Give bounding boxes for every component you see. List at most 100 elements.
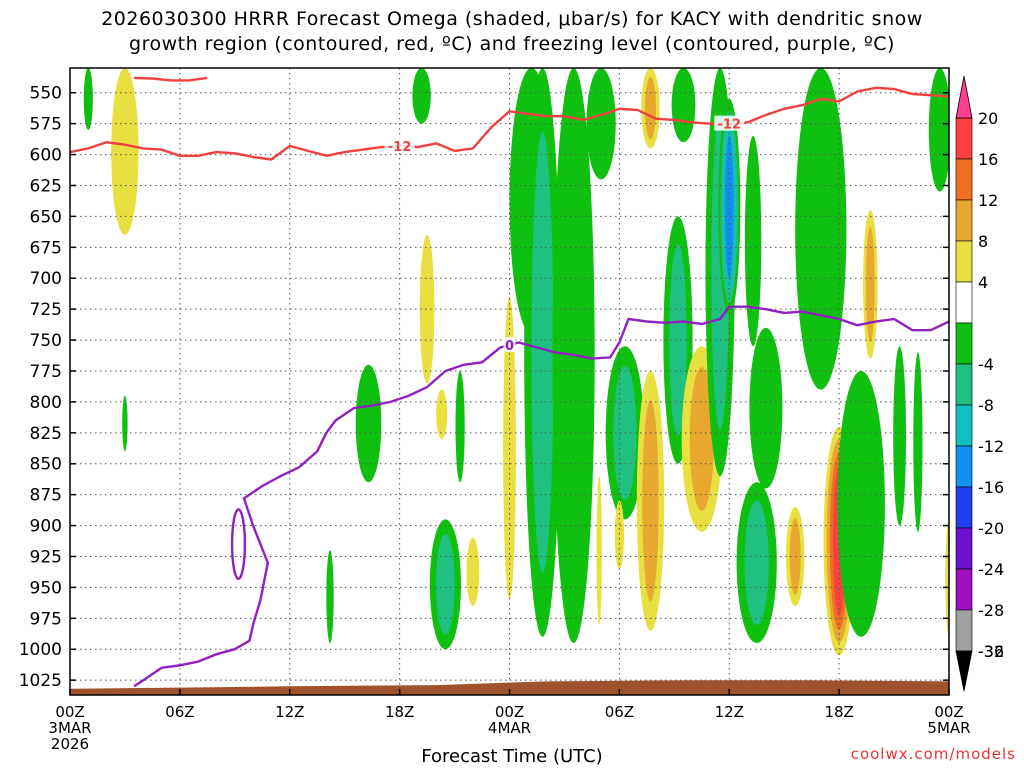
colorbar-label-5: -4 [978, 355, 994, 374]
omega-neg-cell-8-level-1 [436, 534, 455, 635]
omega-pos-cell-10-level-0 [466, 537, 480, 606]
colorbar-label-3: 8 [978, 232, 988, 251]
y-tick-label-550: 550 [30, 84, 62, 104]
colorbar-label-9: -20 [978, 519, 1004, 538]
x-tick-label-30: 06Z [605, 703, 634, 721]
y-tick-label-800: 800 [30, 393, 62, 413]
y-tick-label-925: 925 [30, 547, 62, 567]
colorbar-label-2: 12 [978, 191, 998, 210]
omega-neg-cell-13-level-1 [531, 132, 554, 573]
omega-neg-cell-22-level-0 [671, 68, 696, 143]
x-tick-date-48: 5MAR [927, 719, 970, 737]
x-tick-label-36: 12Z [715, 703, 744, 721]
colorbar-bin-4 [955, 281, 973, 324]
omega-shading-layer [83, 68, 949, 656]
colorbar-bin-8 [955, 445, 973, 488]
dgz-upper-contour [134, 76, 208, 82]
colorbar-bin-0 [955, 117, 973, 160]
dgz-minus12-contour [70, 86, 949, 161]
colorbar-lower-arrow [955, 650, 973, 692]
credit-text: coolwx.com/models [850, 745, 1016, 763]
colorbar-upper-arrow [955, 75, 973, 119]
dgz-label-bg-0 [384, 137, 415, 153]
colorbar-label-1: 16 [978, 150, 998, 169]
y-tick-label-725: 725 [30, 300, 62, 320]
axes-layer: 550 575 600 625 650 675 700 725 750 775 800 825 850 8… [19, 67, 971, 753]
y-tick-label-575: 575 [30, 115, 62, 135]
x-tick-date-0: 3MAR [48, 719, 91, 737]
y-tick-label-775: 775 [30, 362, 62, 382]
x-tick-year-0: 2026 [51, 735, 89, 753]
colorbar-label-11: -28 [978, 601, 1004, 620]
omega-pos-cell-19-level-1 [645, 77, 656, 140]
omega-pos-cell-23-level-1 [689, 367, 714, 511]
x-tick-label-0: 00Z [55, 703, 84, 721]
colorbar-label-13: -36 [978, 642, 1004, 661]
omega-neg-cell-25-level-3 [724, 135, 734, 279]
omega-neg-cell-0-level-0 [83, 68, 93, 130]
y-tick-label-650: 650 [30, 207, 62, 227]
y-tick-label-900: 900 [30, 517, 62, 537]
omega-pos-cell-16-level-0 [596, 476, 602, 625]
y-tick-label-825: 825 [30, 424, 62, 444]
x-tick-label-42: 18Z [824, 703, 853, 721]
contour-layer: -12 -12 0 [70, 76, 949, 688]
omega-neg-cell-35-level-0 [913, 352, 923, 532]
omega-neg-cell-21-level-1 [669, 244, 687, 436]
colorbar-bin-1 [955, 158, 973, 201]
y-tick-label-700: 700 [30, 269, 62, 289]
x-tick-date-24: 4MAR [488, 719, 531, 737]
omega-pos-cell-20-level-1 [642, 400, 659, 602]
freezing-level-loop [230, 508, 247, 580]
y-tick-label-1025: 1025 [19, 671, 62, 691]
dgz-contour-label-0: -12 [388, 140, 412, 155]
omega-pos-cell-32-level-1 [865, 226, 875, 342]
omega-pos-cell-1-level-0 [111, 68, 139, 235]
y-tick-label-950: 950 [30, 578, 62, 598]
y-tick-label-850: 850 [30, 455, 62, 475]
omega-neg-cell-28-level-1 [744, 500, 769, 625]
x-tick-label-12: 12Z [275, 703, 304, 721]
y-tick-label-600: 600 [30, 146, 62, 166]
colorbar-label-12: -32 [978, 642, 1004, 661]
colorbar-label-7: -12 [978, 437, 1004, 456]
colorbar-label-6: -8 [978, 396, 994, 415]
omega-neg-cell-30-level-0 [795, 68, 847, 390]
x-tick-label-24: 00Z [495, 703, 524, 721]
colorbar-bin-6 [955, 363, 973, 406]
omega-neg-cell-2-level-0 [122, 395, 128, 452]
omega-pos-cell-37-level-0 [945, 519, 949, 637]
colorbar-label-0: 20 [978, 109, 998, 128]
chart-title-line2: growth region (contoured, red, ºC) and f… [129, 33, 895, 55]
y-tick-label-875: 875 [30, 486, 62, 506]
colorbar-bin-2 [955, 199, 973, 242]
y-tick-label-625: 625 [30, 176, 62, 196]
colorbar-bin-3 [955, 240, 973, 283]
omega-pos-cell-7-level-0 [436, 389, 448, 439]
y-tick-label-675: 675 [30, 238, 62, 258]
omega-pos-cell-6-level-0 [419, 235, 435, 384]
colorbar-label-8: -16 [978, 478, 1004, 497]
omega-neg-cell-4-level-0 [355, 364, 382, 483]
colorbar-bin-10 [955, 527, 973, 570]
freezing-label-bg [503, 337, 516, 353]
omega-neg-cell-17-level-1 [613, 365, 637, 500]
omega-neg-cell-33-level-0 [837, 371, 885, 637]
colorbar-bin-9 [955, 486, 973, 529]
colorbar-bin-11 [955, 568, 973, 611]
omega-neg-cell-5-level-0 [412, 68, 431, 124]
y-tick-label-975: 975 [30, 609, 62, 629]
x-tick-label-48: 00Z [934, 703, 963, 721]
x-tick-label-18: 18Z [385, 703, 414, 721]
omega-neg-cell-36-level-0 [928, 68, 949, 192]
omega-neg-cell-27-level-0 [749, 327, 783, 489]
colorbar-label-10: -24 [978, 560, 1004, 579]
colorbar-bin-5 [955, 322, 973, 365]
freezing-level-contour [133, 305, 949, 688]
x-tick-label-6: 06Z [165, 703, 194, 721]
omega-neg-cell-3-level-0 [326, 550, 334, 644]
omega-neg-cell-9-level-0 [455, 370, 465, 483]
y-tick-label-1000: 1000 [19, 640, 62, 660]
omega-pos-cell-18-level-0 [614, 500, 625, 569]
